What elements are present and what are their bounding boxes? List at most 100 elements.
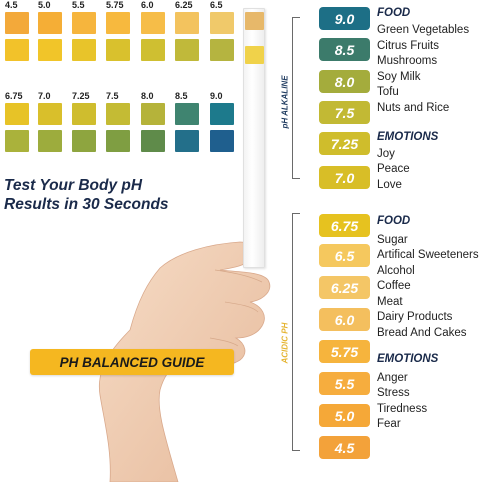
chart-column: 7.25: [72, 91, 98, 153]
chart-swatch-top: [5, 103, 29, 125]
chart-swatch-bottom: [38, 39, 62, 61]
chart-ph-label: 5.5: [72, 0, 85, 10]
ph-level-box: 4.5: [319, 436, 370, 459]
chart-swatch-bottom: [141, 130, 165, 152]
acidic-food-item: Meat: [377, 296, 403, 308]
acidic-food-item: Coffee: [377, 280, 411, 292]
acidic-food-item: Dairy Products: [377, 311, 453, 323]
color-chart-row-2: 6.75 7.0 7.25 7.5 8.0 8.5 9.0: [0, 91, 240, 153]
acidic-emotion-item: Stress: [377, 387, 410, 399]
chart-ph-label: 6.0: [141, 0, 154, 10]
ph-level-box: 6.5: [319, 244, 370, 267]
strip-pad-2: [245, 46, 264, 64]
chart-column: 6.0: [141, 0, 167, 62]
chart-swatch-bottom: [5, 39, 29, 61]
chart-swatch-top: [175, 103, 199, 125]
chart-column: 6.75: [5, 91, 31, 153]
chart-column: 7.0: [38, 91, 64, 153]
chart-swatch-bottom: [72, 39, 96, 61]
alkaline-side-label: pH ALKALINE: [280, 75, 290, 129]
ph-level-box: 5.75: [319, 340, 370, 363]
acidic-bracket-tick-bottom: [292, 450, 300, 451]
chart-ph-label: 5.0: [38, 0, 51, 10]
tagline-line-2: Results in 30 Seconds: [4, 196, 169, 213]
ph-level-box: 9.0: [319, 7, 370, 30]
alkaline-emotion-item: Joy: [377, 148, 395, 160]
tagline: Test Your Body pH Results in 30 Seconds: [4, 176, 169, 214]
chart-swatch-top: [106, 12, 130, 34]
color-chart-row-1: 4.5 5.0 5.5 5.75 6.0 6.25 6.5: [0, 0, 240, 62]
chart-swatch-top: [141, 12, 165, 34]
chart-ph-label: 6.5: [210, 0, 223, 10]
chart-swatch-bottom: [210, 39, 234, 61]
chart-ph-label: 7.25: [72, 91, 90, 101]
chart-swatch-bottom: [175, 39, 199, 61]
alkaline-food-item: Nuts and Rice: [377, 102, 450, 114]
alkaline-food-item: Green Vegetables: [377, 24, 470, 36]
chart-swatch-bottom: [5, 130, 29, 152]
chart-ph-label: 9.0: [210, 91, 223, 101]
acidic-food-item: Sugar: [377, 234, 408, 246]
alkaline-bracket-tick-top: [292, 17, 300, 18]
chart-swatch-bottom: [175, 130, 199, 152]
chart-column: 5.75: [106, 0, 132, 62]
ph-level-box: 7.0: [319, 166, 370, 189]
ph-level-box: 5.5: [319, 372, 370, 395]
chart-swatch-bottom: [38, 130, 62, 152]
chart-swatch-bottom: [141, 39, 165, 61]
chart-ph-label: 8.5: [175, 91, 188, 101]
chart-swatch-top: [72, 12, 96, 34]
chart-ph-label: 7.0: [38, 91, 51, 101]
tagline-line-1: Test Your Body pH: [4, 177, 143, 194]
ph-level-box: 7.5: [319, 101, 370, 124]
chart-swatch-top: [38, 103, 62, 125]
chart-swatch-bottom: [72, 130, 96, 152]
ph-level-box: 5.0: [319, 404, 370, 427]
chart-swatch-bottom: [106, 39, 130, 61]
chart-swatch-top: [141, 103, 165, 125]
acidic-emotion-item: Anger: [377, 372, 408, 384]
chart-column: 6.5: [210, 0, 236, 62]
acidic-food-item: Artifical Sweeteners: [377, 249, 479, 261]
chart-ph-label: 6.25: [175, 0, 193, 10]
chart-swatch-bottom: [106, 130, 130, 152]
chart-column: 6.25: [175, 0, 201, 62]
acidic-emotions-heading: EMOTIONS: [377, 353, 439, 365]
alkaline-food-item: Mushrooms: [377, 55, 438, 67]
chart-swatch-top: [175, 12, 199, 34]
acidic-food-heading: FOOD: [377, 215, 411, 227]
alkaline-emotion-item: Peace: [377, 163, 410, 175]
ph-level-box: 6.25: [319, 276, 370, 299]
strip-pad-1: [245, 12, 264, 30]
alkaline-bracket-tick-bottom: [292, 178, 300, 179]
alkaline-emotion-item: Love: [377, 179, 402, 191]
ph-level-box: 7.25: [319, 132, 370, 155]
acidic-emotion-item: Fear: [377, 418, 401, 430]
chart-column: 9.0: [210, 91, 236, 153]
chart-column: 7.5: [106, 91, 132, 153]
alkaline-food-item: Tofu: [377, 86, 399, 98]
alkaline-food-heading: FOOD: [377, 7, 411, 19]
chart-column: 4.5: [5, 0, 31, 62]
chart-ph-label: 5.75: [106, 0, 124, 10]
alkaline-emotions-heading: EMOTIONS: [377, 131, 439, 143]
acidic-bracket-tick-top: [292, 213, 300, 214]
chart-ph-label: 4.5: [5, 0, 18, 10]
ph-level-box: 6.0: [319, 308, 370, 331]
chart-swatch-top: [72, 103, 96, 125]
alkaline-food-item: Citrus Fruits: [377, 40, 439, 52]
chart-swatch-top: [106, 103, 130, 125]
chart-ph-label: 7.5: [106, 91, 119, 101]
ph-test-strip: [243, 8, 265, 268]
ph-balanced-guide-button[interactable]: PH BALANCED GUIDE: [30, 349, 234, 375]
chart-swatch-top: [210, 12, 234, 34]
chart-swatch-top: [5, 12, 29, 34]
chart-swatch-top: [38, 12, 62, 34]
acidic-bracket: [292, 213, 293, 451]
ph-level-box: 8.0: [319, 70, 370, 93]
chart-column: 8.5: [175, 91, 201, 153]
ph-level-box: 8.5: [319, 38, 370, 61]
acidic-food-item: Alcohol: [377, 265, 415, 277]
chart-ph-label: 6.75: [5, 91, 23, 101]
